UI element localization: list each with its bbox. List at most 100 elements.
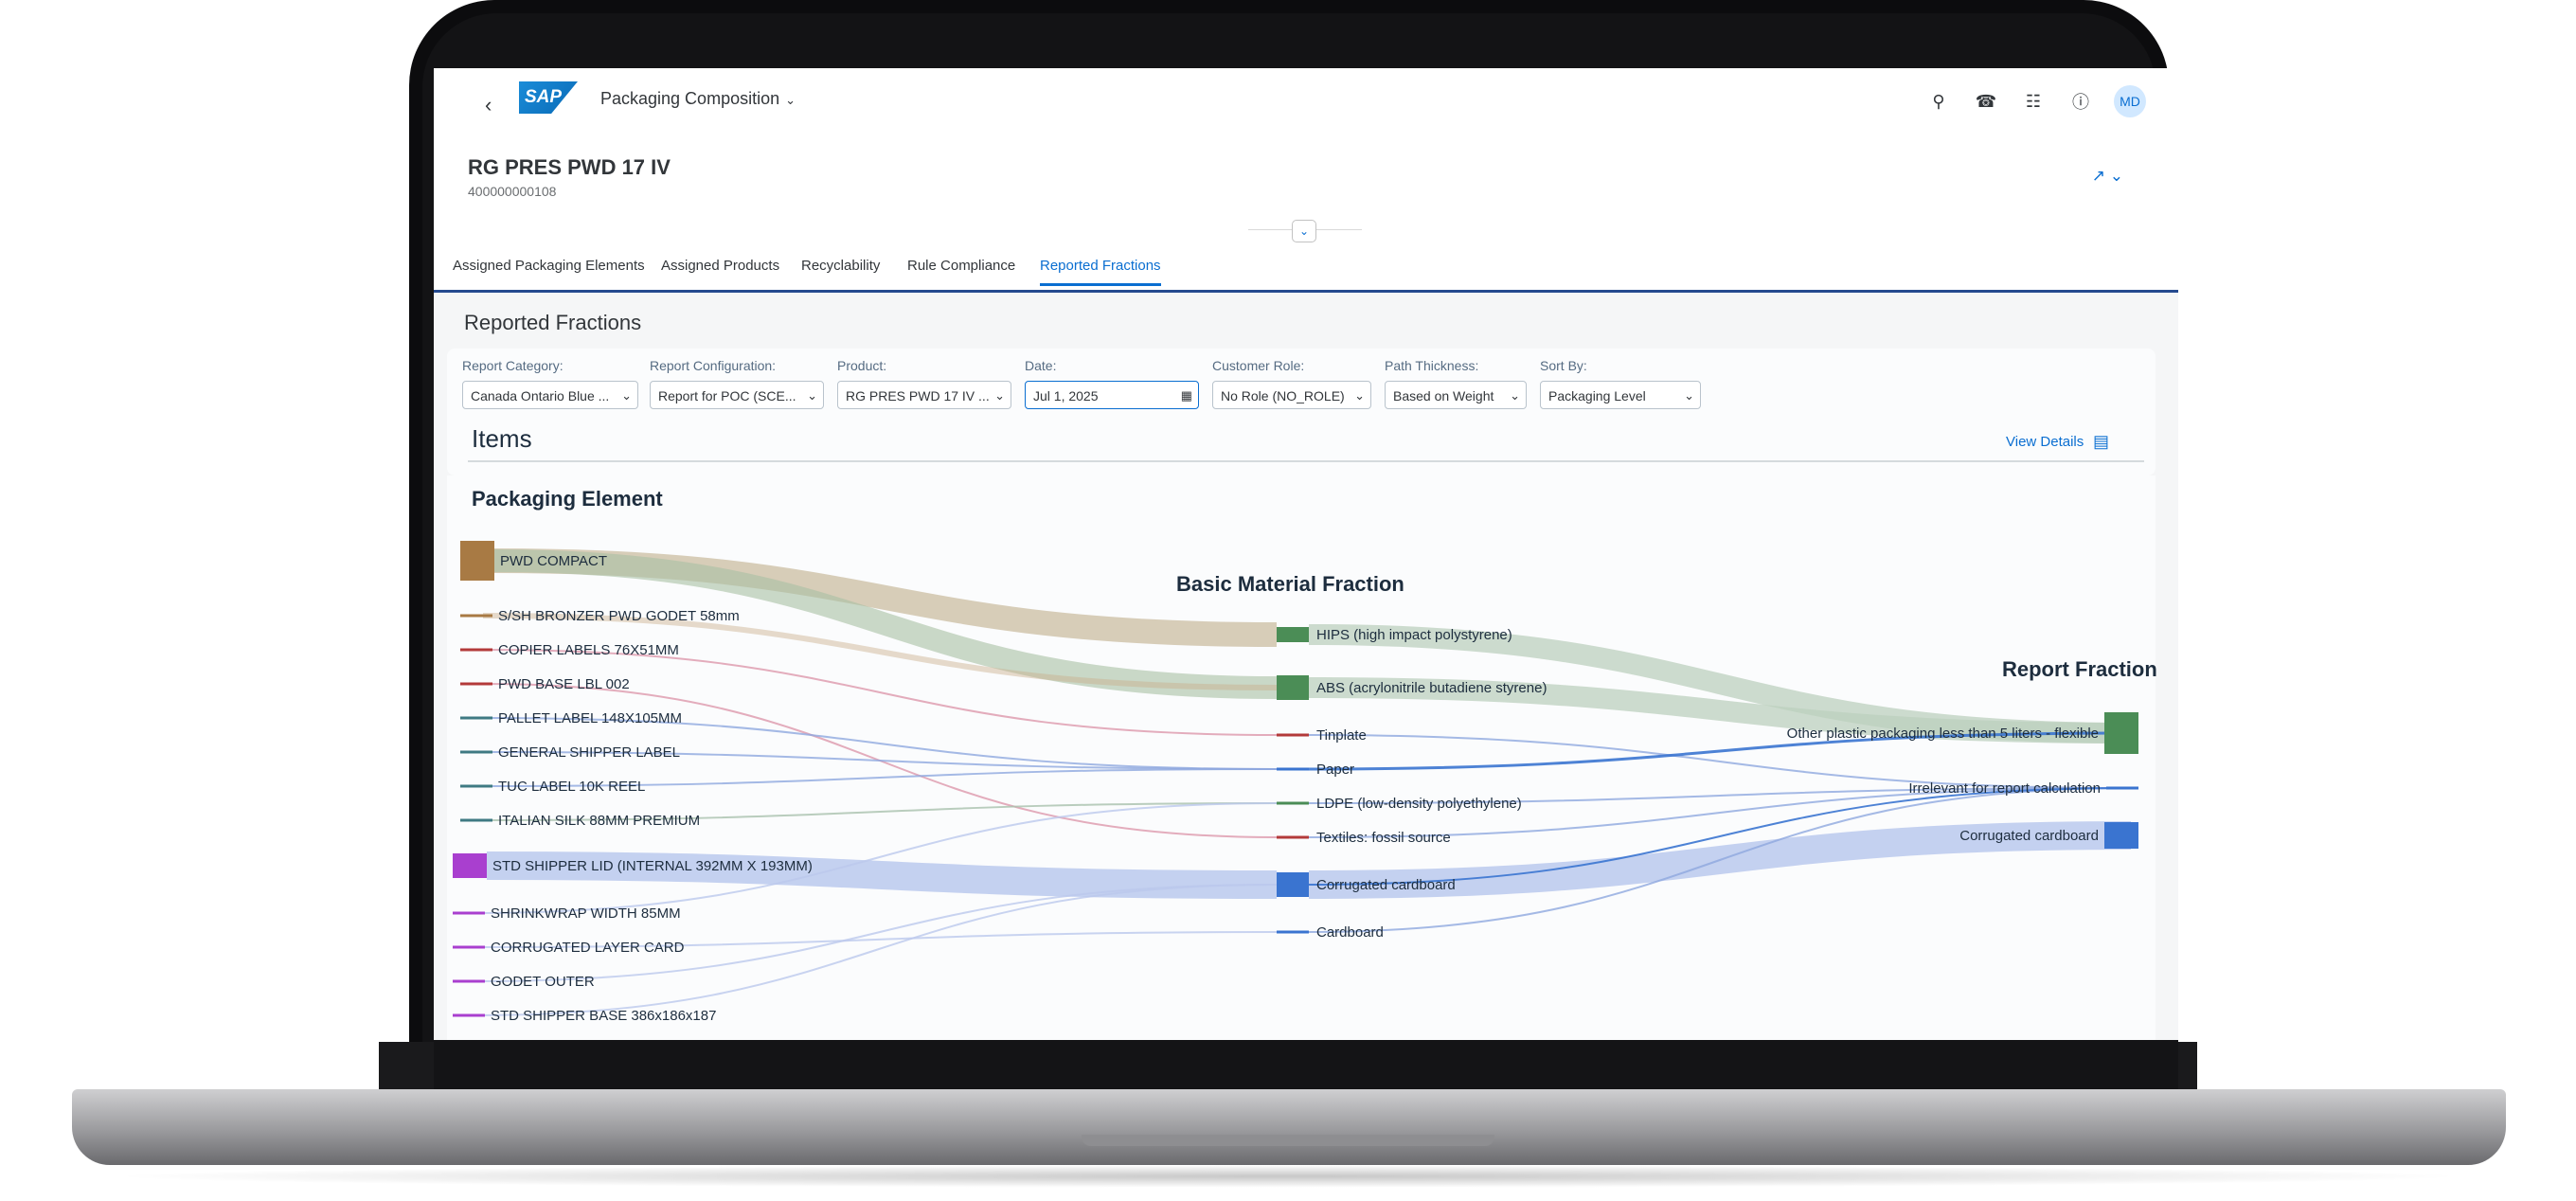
sankey-link[interactable] (482, 649, 1278, 736)
sankey-node-left[interactable] (460, 614, 492, 618)
sankey-link[interactable] (474, 931, 1278, 948)
sankey-node-left[interactable] (453, 979, 485, 983)
object-number: 400000000108 (468, 184, 557, 199)
sankey-node-middle[interactable] (1277, 930, 1309, 934)
notification-icon[interactable]: ☷ (2025, 91, 2042, 111)
tab-reported-fractions[interactable]: Reported Fractions (1040, 244, 1161, 288)
sankey-label-middle: Corrugated cardboard (1316, 877, 1456, 893)
sankey-link[interactable] (1308, 787, 2132, 804)
sankey-node-right[interactable] (2106, 786, 2138, 790)
shell-actions: ⚲ ☎ ☷ ⓘ MD (1924, 85, 2146, 117)
sankey-node-left[interactable] (453, 1013, 485, 1017)
sankey-node-middle[interactable] (1277, 675, 1309, 700)
column-title-middle: Basic Material Fraction (1176, 572, 1404, 596)
screen-bezel-bottom (434, 1040, 2178, 1089)
search-icon[interactable]: ⚲ (1932, 91, 1945, 111)
share-icon[interactable]: ↗ ⌄ (2091, 167, 2123, 185)
sankey-node-left[interactable] (460, 648, 492, 652)
sankey-label-middle: ABS (acrylonitrile butadiene styrene) (1316, 680, 1547, 696)
sankey-link[interactable] (1308, 734, 2132, 789)
sankey-label-left: GENERAL SHIPPER LABEL (498, 744, 680, 761)
tab-assigned-packaging-elements[interactable]: Assigned Packaging Elements (453, 258, 645, 274)
sankey-node-middle[interactable] (1277, 801, 1309, 805)
page-title: RG PRES PWD 17 IV (468, 155, 671, 179)
column-title-left: Packaging Element (472, 487, 663, 511)
sankey-node-left[interactable] (453, 945, 485, 949)
filter-label-path-thickness: Path Thickness: (1385, 358, 1479, 373)
sankey-link[interactable] (493, 549, 1278, 699)
sankey-node-left[interactable] (460, 716, 492, 720)
sankey-link[interactable] (1308, 677, 2132, 744)
sankey-link[interactable] (482, 751, 1278, 770)
sankey-link[interactable] (474, 884, 1278, 982)
sankey-node-middle[interactable] (1277, 627, 1309, 642)
sankey-nodes: PWD COMPACT S/SH BRONZER PWD GODET 58mm CO… (453, 541, 2138, 1024)
customer-role-value: No Role (NO_ROLE) (1221, 388, 1345, 403)
sankey-node-left[interactable] (460, 750, 492, 754)
sankey-link[interactable] (482, 613, 1278, 690)
tab-bar: Assigned Packaging Elements Assigned Pro… (434, 244, 2178, 293)
chevron-down-icon: ⌄ (1354, 388, 1365, 403)
sankey-label-left: STD SHIPPER BASE 386x186x187 (491, 1008, 716, 1024)
report-category-value: Canada Ontario Blue ... (471, 388, 610, 403)
sankey-node-left[interactable] (460, 541, 494, 581)
sankey-label-left: PWD BASE LBL 002 (498, 676, 630, 692)
path-thickness-value: Based on Weight (1393, 388, 1494, 403)
items-divider (468, 460, 2144, 462)
sankey-chart: Packaging Element Basic Material Fractio… (453, 487, 2157, 1024)
customer-role-select[interactable]: No Role (NO_ROLE) ⌄ (1212, 381, 1371, 409)
product-select[interactable]: RG PRES PWD 17 IV ... ⌄ (837, 381, 1011, 409)
sankey-label-right: Corrugated cardboard (1959, 828, 2099, 844)
sankey-label-left: SHRINKWRAP WIDTH 85MM (491, 905, 681, 922)
chevron-down-icon: ⌄ (1684, 388, 1694, 403)
sankey-label-left: GODET OUTER (491, 974, 595, 990)
back-icon[interactable]: ‹ (485, 93, 492, 117)
sankey-link[interactable] (1308, 731, 2132, 771)
table-view-icon[interactable]: ▤ (2093, 432, 2110, 451)
report-configuration-select[interactable]: Report for POC (SCE... ⌄ (650, 381, 824, 409)
avatar[interactable]: MD (2114, 85, 2146, 117)
tab-rule-compliance[interactable]: Rule Compliance (907, 258, 1016, 274)
sankey-link[interactable] (486, 851, 1278, 899)
sankey-node-left[interactable] (453, 911, 485, 915)
sankey-node-right[interactable] (2104, 712, 2138, 754)
view-details-link[interactable]: View Details (2006, 434, 2084, 450)
sankey-label-middle: Paper (1316, 762, 1354, 778)
sankey-label-left: STD SHIPPER LID (INTERNAL 392MM X 193MM) (492, 858, 813, 874)
sankey-node-middle[interactable] (1277, 767, 1309, 771)
sankey-link[interactable] (482, 768, 1278, 787)
chevron-down-icon: ⌄ (785, 93, 796, 107)
sankey-node-left[interactable] (453, 853, 487, 878)
help-icon[interactable]: ⓘ (2072, 93, 2089, 112)
path-thickness-select[interactable]: Based on Weight ⌄ (1385, 381, 1527, 409)
sankey-node-left[interactable] (460, 818, 492, 822)
sankey-links (474, 548, 2132, 1016)
sankey-node-middle[interactable] (1277, 872, 1309, 897)
tab-assigned-products[interactable]: Assigned Products (661, 258, 780, 274)
sankey-node-left[interactable] (460, 682, 492, 686)
report-category-select[interactable]: Canada Ontario Blue ... ⌄ (462, 381, 638, 409)
chevron-down-icon: ⌄ (807, 388, 817, 403)
date-picker[interactable]: Jul 1, 2025 ▦ (1025, 381, 1199, 409)
sankey-node-middle[interactable] (1277, 835, 1309, 839)
calendar-icon[interactable]: ▦ (1180, 388, 1192, 403)
sankey-link[interactable] (482, 717, 1278, 770)
sankey-node-left[interactable] (460, 784, 492, 788)
sankey-label-left: COPIER LABELS 76X51MM (498, 642, 679, 658)
app-title-menu[interactable]: Packaging Composition ⌄ (600, 89, 796, 109)
tab-recyclability[interactable]: Recyclability (801, 258, 881, 274)
filter-bar (447, 349, 2156, 475)
sankey-link[interactable] (1308, 787, 2132, 838)
sankey-link[interactable] (1308, 787, 2132, 933)
sort-by-select[interactable]: Packaging Level ⌄ (1540, 381, 1701, 409)
filter-label-customer-role: Customer Role: (1212, 358, 1305, 373)
sankey-link[interactable] (474, 802, 1278, 914)
headset-icon[interactable]: ☎ (1975, 91, 1997, 111)
sankey-link[interactable] (1308, 787, 2132, 886)
sankey-link[interactable] (482, 802, 1278, 821)
sankey-link[interactable] (474, 884, 1278, 1016)
filter-label-date: Date: (1025, 358, 1057, 373)
sankey-node-middle[interactable] (1277, 733, 1309, 737)
sankey-node-right[interactable] (2104, 822, 2138, 849)
collapse-header-button[interactable]: ⌄ (1292, 220, 1316, 242)
